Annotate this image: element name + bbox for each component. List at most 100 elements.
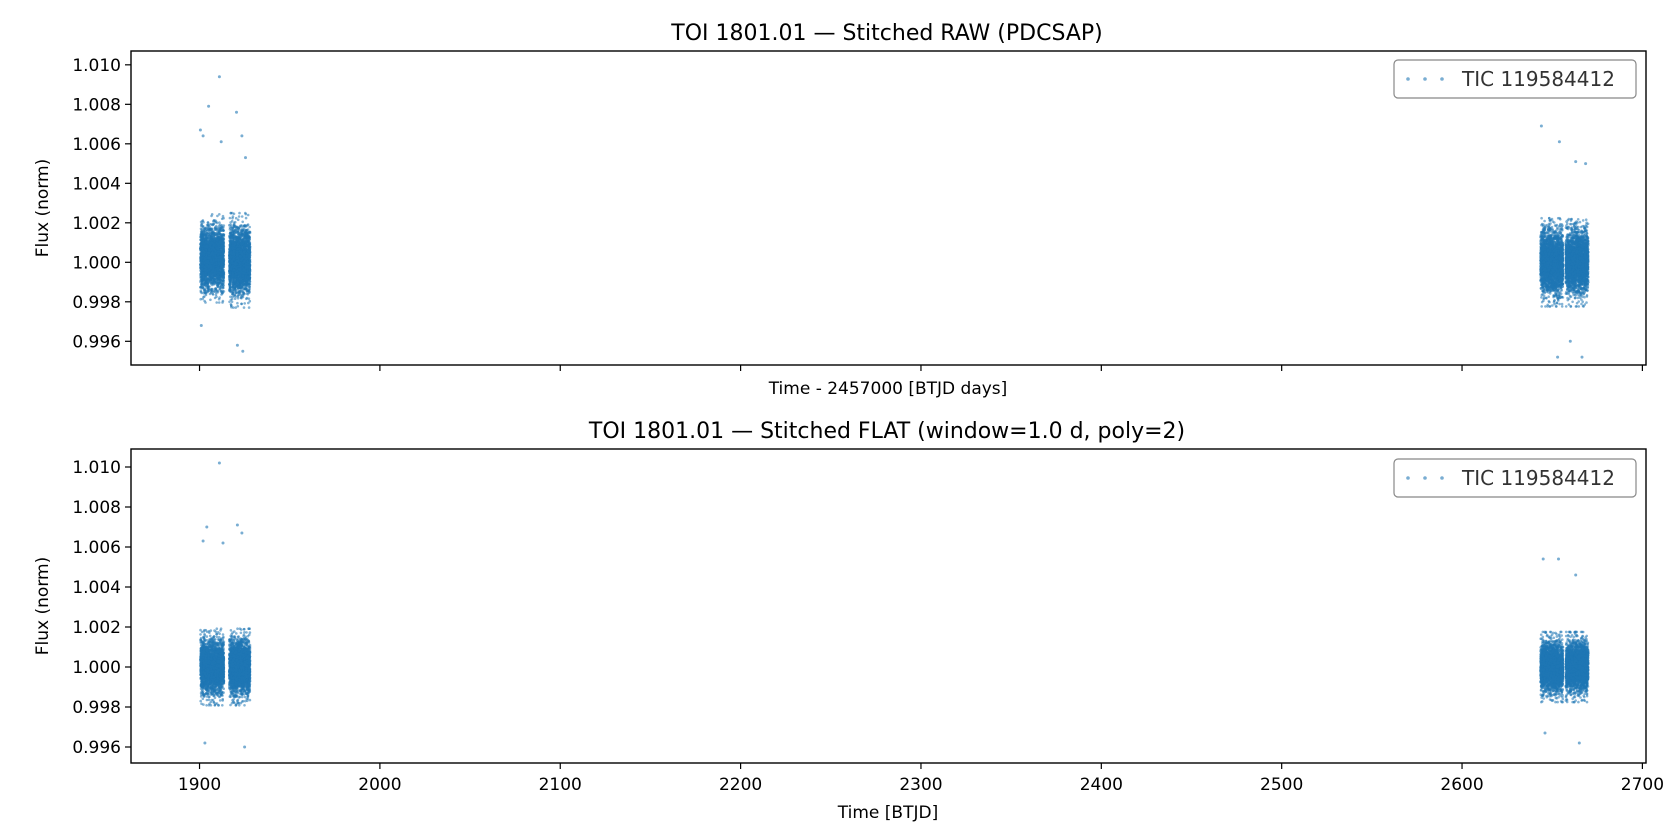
raw-data-point — [214, 287, 218, 291]
raw-data-point — [230, 300, 234, 304]
raw-data-point — [215, 238, 219, 242]
raw-data-point — [205, 260, 208, 263]
raw-data-point — [222, 224, 226, 227]
raw-data-point — [238, 211, 241, 215]
raw-data-point — [216, 247, 220, 251]
raw-data-point — [246, 213, 250, 217]
raw-data-point — [206, 223, 210, 227]
raw-data-point — [212, 235, 215, 239]
raw-data-point — [246, 293, 250, 296]
raw-data-point — [200, 231, 203, 234]
raw-data-point — [204, 291, 207, 294]
raw-data-point — [222, 226, 225, 229]
raw-data-point — [229, 234, 232, 238]
raw-data-point — [242, 306, 246, 309]
raw-data-point — [214, 274, 217, 277]
raw-data-point — [240, 243, 243, 246]
raw-data-point — [248, 225, 251, 229]
raw-data-point — [228, 216, 232, 220]
raw-data-point — [209, 223, 212, 226]
raw-data-point — [221, 229, 225, 232]
raw-data-points — [198, 75, 1590, 359]
raw-data-point — [199, 286, 202, 289]
raw-data-point — [214, 220, 218, 223]
raw-data-point — [219, 269, 223, 272]
raw-data-point — [219, 272, 223, 276]
raw-data-point — [203, 266, 207, 269]
raw-data-point — [243, 302, 246, 305]
raw-data-point — [204, 279, 208, 283]
raw-data-point — [221, 301, 224, 304]
raw-data-point — [202, 271, 205, 275]
raw-data-point — [221, 260, 224, 263]
raw-data-point — [218, 213, 221, 216]
raw-data-point — [246, 276, 249, 279]
raw-data-point — [209, 298, 212, 302]
raw-data-point — [205, 226, 208, 229]
raw-data-point — [213, 228, 217, 232]
raw-data-point — [228, 300, 231, 304]
raw-data-point — [206, 221, 210, 224]
raw-data-point — [218, 262, 221, 266]
raw-data-point — [203, 233, 207, 237]
raw-data-point — [206, 289, 210, 293]
raw-data-point — [219, 287, 222, 291]
raw-data-point — [203, 268, 206, 272]
raw-data-point — [219, 233, 222, 236]
raw-data-point — [219, 246, 222, 250]
raw-data-point — [241, 220, 244, 224]
raw-data-point — [246, 269, 249, 273]
raw-data-point — [200, 228, 204, 231]
raw-data-point — [201, 249, 205, 253]
raw-data-point — [238, 224, 242, 228]
raw-data-point — [217, 301, 221, 304]
raw-data-point — [210, 267, 213, 270]
raw-data-point — [208, 241, 211, 244]
raw-data-point — [201, 247, 204, 250]
raw-data-point — [210, 275, 213, 279]
raw-data-point — [201, 224, 204, 228]
raw-data-point — [237, 280, 241, 283]
raw-data-point — [207, 261, 210, 265]
raw-data-point — [199, 243, 203, 246]
raw-data-point — [202, 230, 206, 233]
raw-data-point — [248, 240, 251, 244]
raw-data-point — [199, 234, 203, 237]
raw-chart-title: TOI 1801.01 — Stitched RAW (PDCSAP) — [670, 21, 1102, 46]
raw-data-point — [207, 251, 211, 254]
raw-data-point — [208, 285, 211, 288]
raw-data-point — [222, 290, 226, 293]
raw-data-point — [212, 258, 215, 262]
raw-data-point — [216, 269, 219, 272]
raw-data-point — [229, 295, 232, 299]
raw-data-point — [208, 256, 211, 260]
raw-data-point — [210, 290, 214, 293]
raw-data-point — [211, 278, 214, 282]
raw-data-point — [216, 242, 220, 246]
raw-data-point — [240, 245, 243, 249]
raw-data-point — [210, 251, 214, 255]
raw-data-point — [221, 246, 225, 249]
raw-data-point — [222, 216, 225, 220]
raw-data-point — [213, 254, 217, 257]
raw-data-point — [213, 270, 217, 274]
raw-data-point — [216, 214, 219, 218]
raw-data-point — [244, 211, 247, 215]
raw-data-point — [205, 273, 208, 277]
raw-data-point — [203, 253, 206, 256]
raw-data-point — [220, 293, 223, 296]
raw-data-point — [248, 299, 252, 303]
raw-data-point — [215, 301, 218, 304]
raw-data-point — [210, 214, 213, 218]
raw-data-point — [216, 283, 220, 287]
raw-data-point — [241, 294, 244, 298]
raw-data-point — [240, 302, 243, 306]
raw-data-point — [211, 246, 214, 250]
raw-data-point — [201, 237, 204, 240]
raw-data-point — [220, 257, 223, 261]
raw-data-point — [244, 216, 248, 220]
raw-data-point — [240, 215, 244, 218]
raw-data-point — [204, 248, 208, 252]
raw-data-point — [210, 230, 214, 233]
